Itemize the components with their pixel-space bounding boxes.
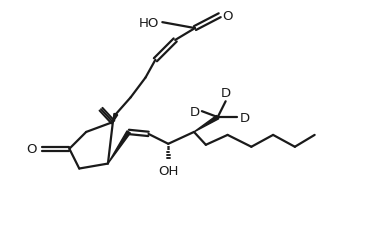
Text: HO: HO bbox=[139, 17, 159, 29]
Polygon shape bbox=[113, 114, 118, 122]
Polygon shape bbox=[194, 116, 219, 132]
Polygon shape bbox=[108, 131, 130, 164]
Text: O: O bbox=[26, 143, 37, 156]
Text: D: D bbox=[220, 87, 231, 100]
Text: D: D bbox=[190, 105, 200, 118]
Text: O: O bbox=[223, 10, 233, 23]
Text: D: D bbox=[240, 111, 250, 124]
Text: OH: OH bbox=[158, 164, 179, 177]
